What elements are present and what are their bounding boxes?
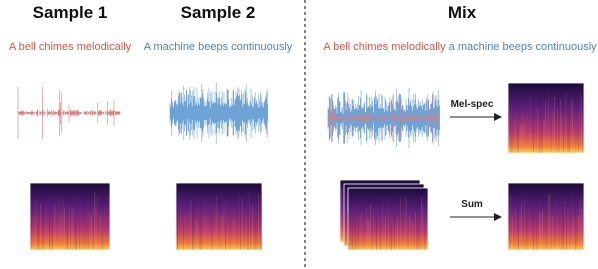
caption-part: A bell chimes melodically — [323, 41, 446, 53]
spectrogram-bg — [176, 183, 262, 250]
spectrogram — [508, 83, 584, 153]
column-title: Sample 2 — [181, 3, 256, 22]
waveform — [18, 87, 120, 140]
spectrogram — [348, 188, 428, 250]
waveform-trace — [170, 82, 268, 143]
spectrogram — [30, 183, 110, 250]
figure: Sample 1 Sample 2 Mix A bell chimes melo… — [0, 0, 598, 269]
caption-part: a machine beeps continuously — [449, 41, 597, 53]
spectrogram — [508, 183, 584, 250]
waveform — [328, 88, 440, 149]
spectrogram — [176, 183, 262, 250]
arrow-label: Mel-spec — [451, 99, 494, 110]
column-title: Mix — [448, 3, 477, 22]
column-title: Sample 1 — [33, 3, 108, 22]
caption: A bell chimes melodically — [9, 41, 132, 53]
waveform-trace — [18, 87, 120, 140]
waveform — [170, 82, 268, 143]
caption: A bell chimes melodically a machine beep… — [323, 41, 597, 53]
arrow-label: Sum — [461, 199, 483, 210]
caption: A machine beeps continuously — [144, 41, 293, 53]
